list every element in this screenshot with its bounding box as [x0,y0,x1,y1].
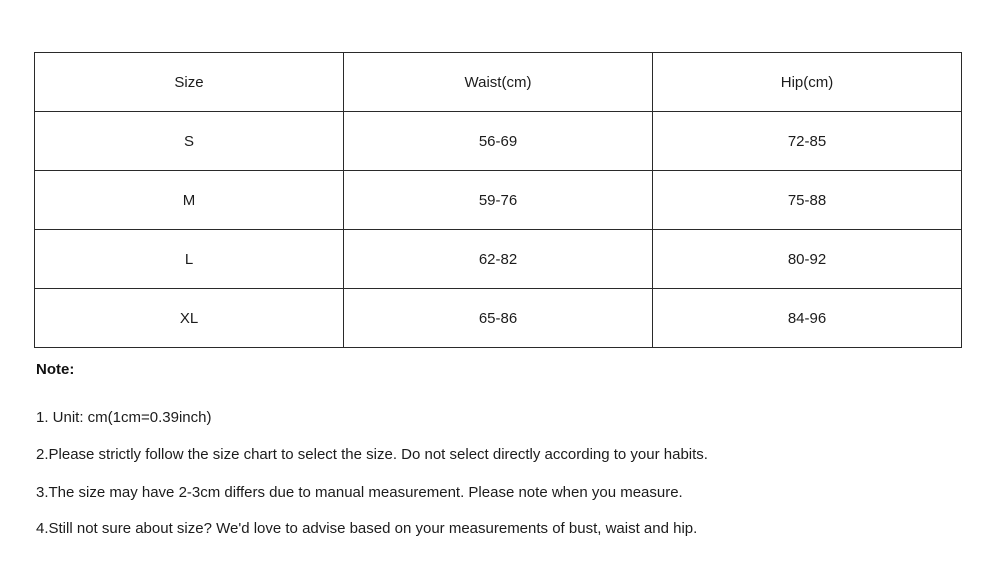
column-header-waist: Waist(cm) [343,52,653,112]
column-header-hip: Hip(cm) [652,52,962,112]
cell-waist-value: 62-82 [343,229,653,289]
cell-hip-value: 84-96 [652,288,962,348]
notes-title: Note: [36,361,75,378]
cell-waist-value: 59-76 [343,170,653,230]
column-header-size: Size [34,52,344,112]
cell-size-label: L [34,229,344,289]
cell-size-label: M [34,170,344,230]
size-chart-table: Size Waist(cm) Hip(cm) S 56-69 72-85 M 5… [34,52,962,348]
table-row-m: M 59-76 75-88 [34,170,962,230]
cell-size-label: XL [34,288,344,348]
cell-hip-value: 72-85 [652,111,962,171]
note-item-unit: 1. Unit: cm(1cm=0.39inch) [36,409,212,426]
note-item-tolerance: 3.The size may have 2-3cm differs due to… [36,484,683,501]
cell-hip-value: 75-88 [652,170,962,230]
note-item-advice: 4.Still not sure about size? We'd love t… [36,520,698,537]
cell-hip-value: 80-92 [652,229,962,289]
note-item-follow: 2.Please strictly follow the size chart … [36,446,708,463]
table-row-l: L 62-82 80-92 [34,229,962,289]
notes-section: Note: 1. Unit: cm(1cm=0.39inch) 2.Please… [36,360,966,537]
table-header-row: Size Waist(cm) Hip(cm) [34,52,962,112]
cell-waist-value: 56-69 [343,111,653,171]
cell-size-label: S [34,111,344,171]
table-row-xl: XL 65-86 84-96 [34,288,962,348]
table-row-s: S 56-69 72-85 [34,111,962,171]
cell-waist-value: 65-86 [343,288,653,348]
